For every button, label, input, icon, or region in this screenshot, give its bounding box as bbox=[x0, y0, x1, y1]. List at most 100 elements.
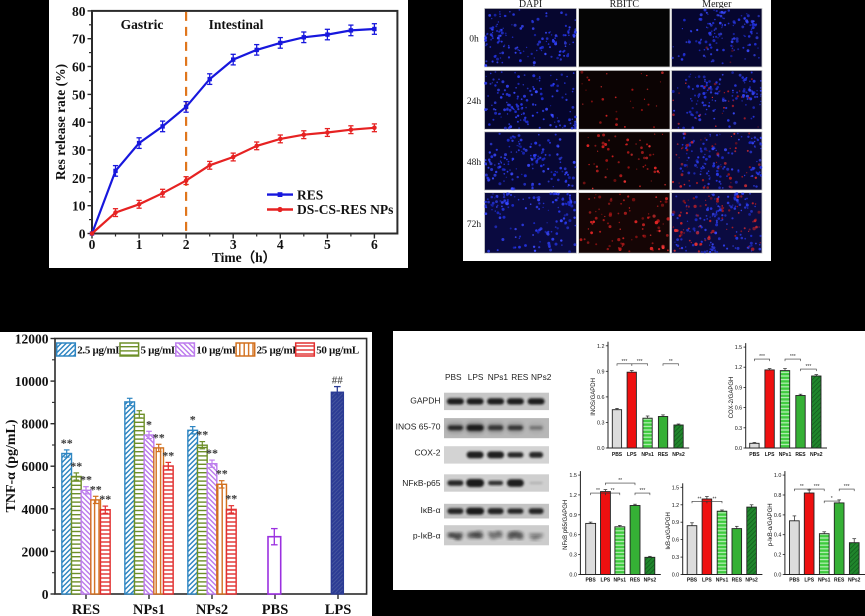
svg-text:0.6: 0.6 bbox=[735, 406, 743, 412]
svg-text:PBS: PBS bbox=[585, 578, 596, 584]
svg-text:NPs2: NPs2 bbox=[531, 372, 552, 382]
svg-text:RES: RES bbox=[511, 372, 529, 382]
svg-text:0.6: 0.6 bbox=[672, 538, 680, 544]
svg-text:0.8: 0.8 bbox=[774, 493, 782, 499]
svg-text:**: ** bbox=[713, 496, 717, 502]
svg-text:NPs2: NPs2 bbox=[745, 578, 758, 584]
svg-text:0.3: 0.3 bbox=[672, 555, 680, 561]
svg-text:3: 3 bbox=[230, 237, 237, 252]
svg-text:40: 40 bbox=[72, 115, 86, 130]
svg-text:NFκB-p65: NFκB-p65 bbox=[402, 478, 441, 488]
svg-text:48h: 48h bbox=[467, 158, 482, 168]
svg-text:**: ** bbox=[698, 496, 702, 502]
svg-text:TNF-α (pg/mL): TNF-α (pg/mL) bbox=[4, 419, 19, 512]
svg-text:IκB-α/GAPGH: IκB-α/GAPGH bbox=[666, 512, 672, 549]
svg-text:1.5: 1.5 bbox=[735, 345, 743, 351]
svg-text:60: 60 bbox=[72, 60, 86, 75]
svg-text:0.9: 0.9 bbox=[672, 520, 680, 526]
svg-text:0.0: 0.0 bbox=[774, 573, 782, 579]
svg-text:0.3: 0.3 bbox=[597, 420, 605, 426]
svg-text:*: * bbox=[146, 417, 152, 431]
svg-text:0: 0 bbox=[42, 587, 49, 602]
svg-text:50 µg/mL: 50 µg/mL bbox=[316, 345, 359, 357]
svg-text:LPS: LPS bbox=[627, 452, 637, 458]
svg-text:1: 1 bbox=[136, 237, 143, 252]
svg-text:DS-CS-RES NPs: DS-CS-RES NPs bbox=[297, 202, 393, 217]
svg-text:*: * bbox=[190, 413, 196, 427]
svg-text:LPS: LPS bbox=[468, 372, 484, 382]
svg-text:LPS: LPS bbox=[601, 578, 611, 584]
svg-text:LPS: LPS bbox=[765, 452, 775, 458]
svg-text:30: 30 bbox=[72, 143, 86, 158]
svg-text:COX-2: COX-2 bbox=[415, 448, 441, 458]
svg-text:0.6: 0.6 bbox=[774, 513, 782, 519]
svg-text:80: 80 bbox=[72, 4, 86, 19]
svg-text:6: 6 bbox=[371, 237, 378, 252]
svg-text:RES: RES bbox=[795, 452, 806, 458]
svg-text:**: ** bbox=[99, 492, 111, 506]
svg-text:NPs1: NPs1 bbox=[779, 452, 792, 458]
svg-text:IκB-α: IκB-α bbox=[420, 505, 440, 515]
svg-text:24h: 24h bbox=[467, 97, 482, 107]
svg-text:**: ** bbox=[196, 428, 208, 442]
svg-text:Intestinal: Intestinal bbox=[209, 17, 264, 32]
svg-text:INOS/GAPDH: INOS/GAPDH bbox=[591, 378, 597, 416]
svg-text:GAPDH: GAPDH bbox=[410, 395, 440, 405]
svg-text:PBS: PBS bbox=[789, 578, 800, 584]
svg-text:0.0: 0.0 bbox=[735, 446, 743, 452]
svg-text:70: 70 bbox=[72, 32, 86, 47]
svg-text:2.5 µg/mL: 2.5 µg/mL bbox=[77, 345, 122, 357]
svg-text:RES: RES bbox=[630, 578, 641, 584]
svg-text:p-IκB-α: p-IκB-α bbox=[413, 531, 441, 541]
svg-text:DAPI: DAPI bbox=[519, 0, 542, 10]
svg-text:**: ** bbox=[611, 488, 615, 494]
svg-text:0.0: 0.0 bbox=[597, 446, 605, 452]
svg-text:0: 0 bbox=[89, 237, 96, 252]
svg-text:25 µg/mL: 25 µg/mL bbox=[257, 345, 300, 357]
svg-text:5 µg/mL: 5 µg/mL bbox=[141, 345, 179, 357]
svg-text:PBS: PBS bbox=[687, 578, 698, 584]
svg-text:**: ** bbox=[596, 488, 600, 494]
svg-text:1.2: 1.2 bbox=[597, 344, 605, 350]
svg-text:RES: RES bbox=[732, 578, 743, 584]
svg-text:Merger: Merger bbox=[702, 0, 732, 10]
svg-text:1.0: 1.0 bbox=[774, 473, 782, 479]
svg-text:NPs1: NPs1 bbox=[818, 578, 831, 584]
svg-text:72h: 72h bbox=[467, 220, 482, 230]
svg-text:6000: 6000 bbox=[22, 459, 49, 474]
svg-text:NFκB p65/GAPGH: NFκB p65/GAPGH bbox=[563, 500, 569, 550]
svg-text:**: ** bbox=[800, 484, 804, 490]
svg-text:NPs1: NPs1 bbox=[488, 372, 509, 382]
svg-text:**: ** bbox=[61, 436, 73, 450]
svg-text:RES: RES bbox=[297, 187, 323, 202]
svg-text:50: 50 bbox=[72, 87, 86, 102]
svg-text:***: *** bbox=[844, 484, 850, 490]
svg-text:0.2: 0.2 bbox=[774, 553, 782, 559]
svg-text:0: 0 bbox=[79, 227, 86, 242]
svg-text:20: 20 bbox=[72, 171, 86, 186]
svg-text:***: *** bbox=[621, 359, 627, 365]
svg-text:NPs2: NPs2 bbox=[196, 602, 228, 616]
svg-text:RES: RES bbox=[72, 602, 100, 616]
svg-text:4000: 4000 bbox=[22, 502, 49, 517]
svg-text:**: ** bbox=[80, 473, 92, 487]
svg-text:LPS: LPS bbox=[325, 602, 352, 616]
svg-text:0.3: 0.3 bbox=[569, 553, 577, 559]
svg-text:*: * bbox=[831, 496, 833, 502]
svg-text:NPs1: NPs1 bbox=[641, 452, 654, 458]
svg-text:2: 2 bbox=[183, 237, 190, 252]
svg-text:Gastric: Gastric bbox=[121, 17, 164, 32]
svg-text:10 µg/mL: 10 µg/mL bbox=[196, 345, 239, 357]
svg-text:0.9: 0.9 bbox=[597, 369, 605, 375]
svg-text:1.5: 1.5 bbox=[569, 473, 577, 479]
svg-text:**: ** bbox=[216, 467, 228, 481]
svg-text:0h: 0h bbox=[469, 35, 479, 45]
svg-text:0.6: 0.6 bbox=[597, 395, 605, 401]
svg-text:10000: 10000 bbox=[15, 374, 49, 389]
svg-text:PBS: PBS bbox=[612, 452, 623, 458]
svg-text:12000: 12000 bbox=[15, 332, 49, 347]
svg-text:INOS 65-70: INOS 65-70 bbox=[396, 421, 441, 431]
svg-text:4: 4 bbox=[277, 237, 284, 252]
svg-text:PBS: PBS bbox=[445, 372, 462, 382]
svg-text:Res release rate (%): Res release rate (%) bbox=[53, 64, 68, 180]
